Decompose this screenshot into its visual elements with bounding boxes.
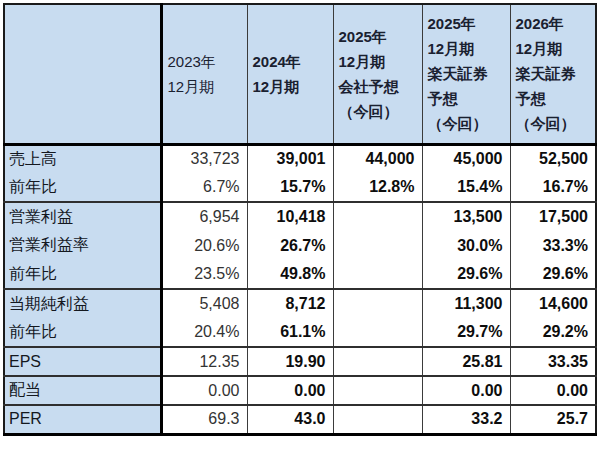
data-cell xyxy=(333,289,422,318)
row-label: 前年比 xyxy=(4,260,161,289)
data-cell: 6,954 xyxy=(161,202,247,231)
data-cell: 17,500 xyxy=(510,202,596,231)
data-cell: 12.35 xyxy=(161,347,247,376)
data-cell: 6.7% xyxy=(161,173,247,202)
data-cell: 20.4% xyxy=(161,318,247,347)
row-label: 当期純利益 xyxy=(4,289,161,318)
row-label: 配当 xyxy=(4,376,161,405)
data-cell: 33.3% xyxy=(510,231,596,260)
row-label: 営業利益 xyxy=(4,202,161,231)
data-cell: 19.90 xyxy=(247,347,333,376)
row-label: 営業利益率 xyxy=(4,231,161,260)
data-cell: 23.5% xyxy=(161,260,247,289)
data-cell xyxy=(333,202,422,231)
data-cell xyxy=(333,405,422,434)
data-cell: 20.6% xyxy=(161,231,247,260)
table-row-sales-yoy: 前年比 6.7% 15.7% 12.8% 15.4% 16.7% xyxy=(4,173,596,202)
data-cell: 0.00 xyxy=(510,376,596,405)
row-label: PER xyxy=(4,405,161,434)
corner-cell xyxy=(4,4,161,144)
data-cell: 29.2% xyxy=(510,318,596,347)
data-cell: 14,600 xyxy=(510,289,596,318)
data-cell: 25.7 xyxy=(510,405,596,434)
data-cell: 25.81 xyxy=(422,347,510,376)
data-cell: 43.0 xyxy=(247,405,333,434)
data-cell: 33.2 xyxy=(422,405,510,434)
data-cell: 0.00 xyxy=(161,376,247,405)
data-cell: 15.7% xyxy=(247,173,333,202)
table-row-eps: EPS 12.35 19.90 25.81 33.35 xyxy=(4,347,596,376)
data-cell: 8,712 xyxy=(247,289,333,318)
data-cell: 26.7% xyxy=(247,231,333,260)
page: 2023年 12月期 2024年 12月期 2025年 12月期 会社予想 （今… xyxy=(0,0,600,452)
data-cell: 0.00 xyxy=(247,376,333,405)
table-row-sales: 売上高 33,723 39,001 44,000 45,000 52,500 xyxy=(4,144,596,173)
data-cell: 30.0% xyxy=(422,231,510,260)
data-cell: 10,418 xyxy=(247,202,333,231)
data-cell: 13,500 xyxy=(422,202,510,231)
data-cell: 61.1% xyxy=(247,318,333,347)
column-header-2023: 2023年 12月期 xyxy=(161,4,247,144)
column-header-2025-rakuten-forecast: 2025年 12月期 楽天証券 予想 （今回） xyxy=(422,4,510,144)
row-label: EPS xyxy=(4,347,161,376)
financial-forecast-table: 2023年 12月期 2024年 12月期 2025年 12月期 会社予想 （今… xyxy=(3,3,597,436)
table-row-per: PER 69.3 43.0 33.2 25.7 xyxy=(4,405,596,434)
row-label: 前年比 xyxy=(4,318,161,347)
data-cell xyxy=(333,376,422,405)
data-cell: 5,408 xyxy=(161,289,247,318)
data-cell xyxy=(333,260,422,289)
table-row-net-income: 当期純利益 5,408 8,712 11,300 14,600 xyxy=(4,289,596,318)
table-row-operating-profit-yoy: 前年比 23.5% 49.8% 29.6% 29.6% xyxy=(4,260,596,289)
row-label: 前年比 xyxy=(4,173,161,202)
data-cell: 33.35 xyxy=(510,347,596,376)
data-cell: 11,300 xyxy=(422,289,510,318)
table-row-dividend: 配当 0.00 0.00 0.00 0.00 xyxy=(4,376,596,405)
data-cell: 39,001 xyxy=(247,144,333,173)
data-cell: 44,000 xyxy=(333,144,422,173)
row-label: 売上高 xyxy=(4,144,161,173)
table-row-operating-margin: 営業利益率 20.6% 26.7% 30.0% 33.3% xyxy=(4,231,596,260)
data-cell: 45,000 xyxy=(422,144,510,173)
table-row-operating-profit: 営業利益 6,954 10,418 13,500 17,500 xyxy=(4,202,596,231)
data-cell: 15.4% xyxy=(422,173,510,202)
data-cell: 12.8% xyxy=(333,173,422,202)
data-cell: 0.00 xyxy=(422,376,510,405)
data-cell: 29.6% xyxy=(510,260,596,289)
data-cell: 33,723 xyxy=(161,144,247,173)
column-header-2025-company-forecast: 2025年 12月期 会社予想 （今回） xyxy=(333,4,422,144)
data-cell: 29.6% xyxy=(422,260,510,289)
header-row: 2023年 12月期 2024年 12月期 2025年 12月期 会社予想 （今… xyxy=(4,4,596,144)
table-row-net-income-yoy: 前年比 20.4% 61.1% 29.7% 29.2% xyxy=(4,318,596,347)
data-cell: 16.7% xyxy=(510,173,596,202)
data-cell xyxy=(333,347,422,376)
column-header-2026-rakuten-forecast: 2026年 12月期 楽天証券 予想 （今回） xyxy=(510,4,596,144)
data-cell xyxy=(333,231,422,260)
data-cell: 52,500 xyxy=(510,144,596,173)
column-header-2024: 2024年 12月期 xyxy=(247,4,333,144)
data-cell: 49.8% xyxy=(247,260,333,289)
data-cell xyxy=(333,318,422,347)
data-cell: 29.7% xyxy=(422,318,510,347)
data-cell: 69.3 xyxy=(161,405,247,434)
